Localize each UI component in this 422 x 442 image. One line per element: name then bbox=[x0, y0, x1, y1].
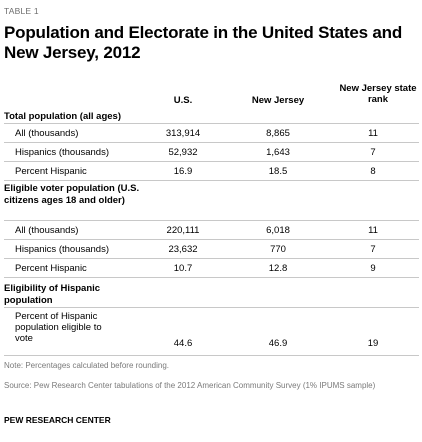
row-label: All (thousands) bbox=[15, 225, 79, 236]
cell-us: 44.6 bbox=[173, 338, 193, 349]
cell-us: 23,632 bbox=[168, 244, 198, 255]
cell-nj: 8,865 bbox=[266, 128, 290, 139]
row-label: Percent Hispanic bbox=[15, 166, 87, 177]
cell-nj: 770 bbox=[270, 244, 286, 255]
divider bbox=[4, 307, 419, 308]
cell-rank: 8 bbox=[370, 166, 376, 177]
cell-rank: 9 bbox=[370, 263, 376, 274]
divider bbox=[4, 239, 419, 240]
table-number: TABLE 1 bbox=[4, 6, 39, 16]
cell-us: 220,111 bbox=[166, 225, 200, 236]
cell-rank: 11 bbox=[368, 128, 378, 139]
cell-rank: 19 bbox=[367, 338, 379, 349]
divider bbox=[4, 220, 419, 221]
column-header-state-rank: New Jersey state rank bbox=[339, 83, 417, 105]
cell-rank: 7 bbox=[370, 147, 376, 158]
cell-nj: 6,018 bbox=[266, 225, 290, 236]
divider bbox=[4, 277, 419, 278]
row-label: Hispanics (thousands) bbox=[15, 147, 109, 158]
row-label: Percent of Hispanic population eligible … bbox=[15, 311, 102, 344]
divider bbox=[4, 142, 419, 143]
credit-text: PEW RESEARCH CENTER bbox=[4, 415, 111, 425]
cell-us: 313,914 bbox=[165, 128, 201, 139]
note-text: Note: Percentages calculated before roun… bbox=[4, 361, 169, 370]
cell-nj: 1,643 bbox=[266, 147, 290, 158]
cell-us: 52,932 bbox=[168, 147, 198, 158]
section-heading-eligible-voters: Eligible voter population (U.S. citizens… bbox=[4, 183, 140, 206]
source-text: Source: Pew Research Center tabulations … bbox=[4, 381, 376, 390]
cell-nj: 18.5 bbox=[268, 166, 288, 177]
row-label: Percent Hispanic bbox=[15, 263, 87, 274]
cell-rank: 11 bbox=[368, 225, 378, 236]
cell-us: 16.9 bbox=[173, 166, 193, 177]
divider bbox=[4, 161, 419, 162]
divider bbox=[4, 123, 419, 124]
table-title: Population and Electorate in the United … bbox=[4, 23, 403, 62]
section-heading-total-population: Total population (all ages) bbox=[4, 111, 121, 122]
column-header-us: U.S. bbox=[173, 95, 193, 106]
row-label: All (thousands) bbox=[15, 128, 79, 139]
column-header-new-jersey: New Jersey bbox=[251, 95, 305, 106]
cell-nj: 12.8 bbox=[268, 263, 288, 274]
divider bbox=[4, 180, 419, 181]
cell-nj: 46.9 bbox=[268, 338, 288, 349]
section-heading-eligibility: Eligibility of Hispanic population bbox=[4, 283, 101, 306]
divider bbox=[4, 355, 419, 356]
row-label: Hispanics (thousands) bbox=[15, 244, 109, 255]
divider bbox=[4, 258, 419, 259]
cell-rank: 7 bbox=[370, 244, 376, 255]
cell-us: 10.7 bbox=[173, 263, 193, 274]
